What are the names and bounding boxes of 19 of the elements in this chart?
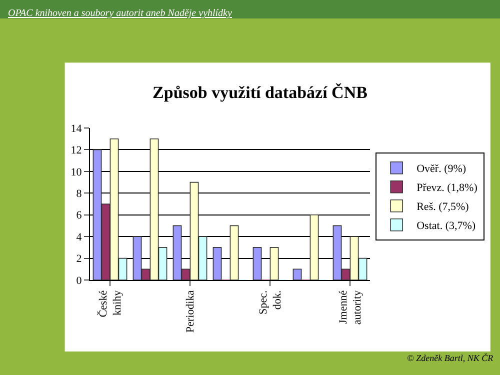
text: © Zdeněk Bartl, NK ČR — [407, 353, 494, 363]
legend-label: Reš. (7,5%) — [416, 201, 470, 214]
x-tick-label: Spec. dok. — [257, 290, 284, 315]
y-tick-label: 14 — [70, 122, 82, 135]
chart-title: Způsob využití databází ČNB — [152, 83, 368, 102]
text: OPAC knihoven a soubory autorit aneb Naděje vyhlídky — [8, 8, 232, 19]
legend-label: Převz. (1,8%) — [416, 182, 478, 194]
legend-label: Ověř. (9%) — [416, 163, 466, 176]
y-tick-label: 6 — [76, 210, 82, 222]
y-tick-label: 2 — [76, 253, 82, 266]
y-tick-label: 4 — [76, 231, 82, 244]
y-tick-label: 8 — [76, 188, 82, 200]
x-tick-label: Jmenné autority — [337, 290, 364, 325]
y-tick-label: 0 — [76, 274, 82, 287]
legend-label: Ostat. (3,7%) — [416, 220, 476, 232]
y-tick-label: 10 — [70, 166, 82, 178]
x-tick-label: České knihy — [96, 290, 124, 318]
x-tick-label: Periodika — [184, 290, 197, 333]
y-tick-label: 12 — [70, 144, 82, 157]
